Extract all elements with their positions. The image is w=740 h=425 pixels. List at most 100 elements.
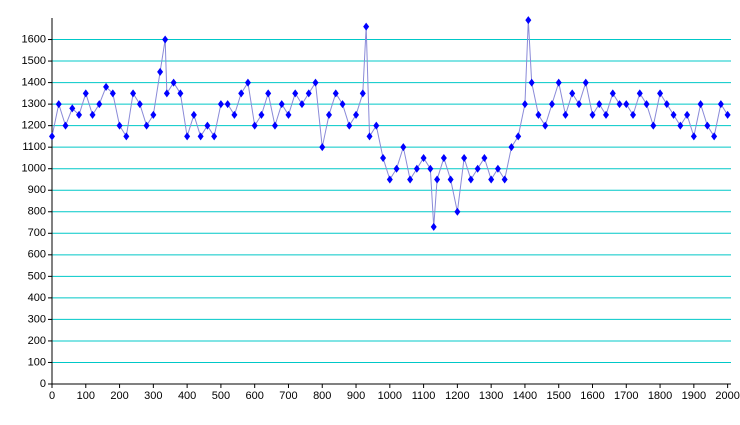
point-marker (717, 100, 724, 109)
x-tick-label: 1500 (546, 390, 570, 402)
y-tick-label: 1200 (22, 120, 46, 132)
point-marker (278, 100, 285, 109)
point-marker (359, 89, 366, 98)
point-marker (319, 143, 326, 152)
point-marker (684, 110, 691, 119)
x-tick-label: 1000 (378, 390, 402, 402)
point-marker (582, 78, 589, 87)
x-tick-label: 600 (246, 390, 264, 402)
point-marker (109, 89, 116, 98)
y-tick-label: 0 (40, 378, 46, 390)
point-marker (616, 100, 623, 109)
point-marker (136, 100, 143, 109)
point-marker (162, 35, 169, 44)
point-marker (407, 175, 414, 184)
point-marker (204, 121, 211, 130)
point-marker (380, 153, 387, 162)
point-marker (386, 175, 393, 184)
y-tick-label: 400 (28, 292, 46, 304)
point-marker (305, 89, 312, 98)
point-marker (569, 89, 576, 98)
point-marker (521, 100, 528, 109)
y-tick-label: 100 (28, 356, 46, 368)
point-marker (82, 89, 89, 98)
x-tick-label: 1200 (445, 390, 469, 402)
point-marker (643, 100, 650, 109)
point-marker (251, 121, 258, 130)
point-marker (244, 78, 251, 87)
point-marker (363, 22, 370, 31)
x-tick-label: 1800 (648, 390, 672, 402)
point-marker (123, 132, 130, 141)
x-tick-label: 100 (77, 390, 95, 402)
point-marker (603, 110, 610, 119)
point-marker (589, 110, 596, 119)
point-marker (609, 89, 616, 98)
point-marker (434, 175, 441, 184)
point-marker (89, 110, 96, 119)
point-marker (420, 153, 427, 162)
y-tick-label: 900 (28, 184, 46, 196)
y-tick-label: 1400 (22, 76, 46, 88)
x-tick-label: 400 (178, 390, 196, 402)
y-tick-label: 1100 (22, 141, 46, 153)
point-marker (190, 110, 197, 119)
point-marker (339, 100, 346, 109)
point-marker (258, 110, 265, 119)
x-tick-label: 1400 (513, 390, 537, 402)
point-marker (542, 121, 549, 130)
y-tick-label: 200 (28, 335, 46, 347)
y-tick-label: 600 (28, 249, 46, 261)
x-tick-label: 900 (347, 390, 365, 402)
x-tick-label: 200 (110, 390, 128, 402)
x-tick-label: 1100 (412, 390, 436, 402)
point-marker (116, 121, 123, 130)
y-tick-label: 300 (28, 313, 46, 325)
point-marker (481, 153, 488, 162)
point-marker (49, 132, 55, 141)
point-marker (548, 100, 555, 109)
y-tick-label: 500 (28, 270, 46, 282)
y-tick-label: 1500 (22, 55, 46, 67)
x-tick-label: 1700 (614, 390, 638, 402)
point-marker (724, 110, 731, 119)
point-marker (501, 175, 508, 184)
point-marker (467, 175, 474, 184)
point-marker (413, 164, 420, 173)
point-marker (224, 100, 231, 109)
point-marker (170, 78, 177, 87)
point-marker (285, 110, 292, 119)
point-marker (488, 175, 495, 184)
y-tick-label: 1000 (22, 163, 46, 175)
point-marker (346, 121, 353, 130)
point-marker (332, 89, 339, 98)
point-marker (130, 89, 137, 98)
point-marker (298, 100, 305, 109)
x-tick-label: 1900 (682, 390, 706, 402)
point-marker (623, 100, 630, 109)
point-marker (197, 132, 204, 141)
x-tick-label: 700 (279, 390, 297, 402)
x-tick-label: 1600 (580, 390, 604, 402)
point-marker (447, 175, 454, 184)
point-marker (515, 132, 522, 141)
point-marker (535, 110, 542, 119)
series-line (51, 20, 729, 227)
point-marker (55, 100, 62, 109)
y-tick-label: 1600 (22, 33, 46, 45)
point-marker (430, 222, 437, 231)
point-marker (555, 78, 562, 87)
point-marker (461, 153, 468, 162)
point-marker (69, 104, 76, 113)
point-marker (525, 16, 532, 25)
x-tick-label: 1300 (479, 390, 503, 402)
point-marker (427, 164, 434, 173)
point-marker (440, 153, 447, 162)
point-marker (711, 132, 718, 141)
point-marker (474, 164, 481, 173)
point-marker (143, 121, 150, 130)
point-marker (76, 110, 83, 119)
point-marker (697, 100, 704, 109)
point-marker (650, 121, 657, 130)
